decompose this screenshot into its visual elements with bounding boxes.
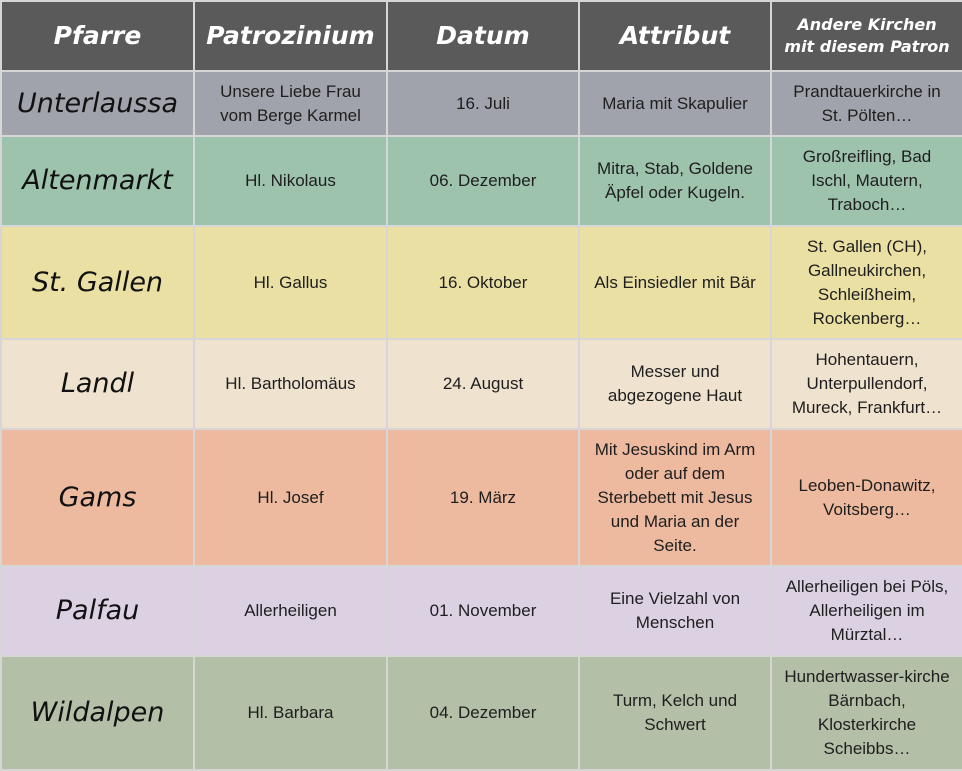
cell-pfarre: Palfau (0, 565, 195, 657)
cell-attribut: Eine Vielzahl von Menschen (578, 565, 772, 657)
cell-attribut: Mit Jesuskind im Arm oder auf dem Sterbe… (578, 428, 772, 567)
cell-attribut: Messer und abgezogene Haut (578, 338, 772, 430)
cell-datum: 01. November (386, 565, 580, 657)
cell-patrozinium: Hl. Barbara (193, 655, 388, 771)
table-row: Unterlaussa Unsere Liebe Frau vom Berge … (0, 70, 962, 137)
table-row: Altenmarkt Hl. Nikolaus 06. Dezember Mit… (0, 135, 962, 227)
cell-patrozinium: Allerheiligen (193, 565, 388, 657)
cell-attribut: Als Einsiedler mit Bär (578, 225, 772, 340)
table-row: St. Gallen Hl. Gallus 16. Oktober Als Ei… (0, 225, 962, 340)
cell-andere: Großreifling, Bad Ischl, Mautern, Traboc… (770, 135, 962, 227)
cell-patrozinium: Unsere Liebe Frau vom Berge Karmel (193, 70, 388, 137)
cell-andere: Leoben-Donawitz, Voitsberg… (770, 428, 962, 567)
cell-andere: Prandtauerkirche in St. Pölten… (770, 70, 962, 137)
cell-attribut: Turm, Kelch und Schwert (578, 655, 772, 771)
cell-pfarre: St. Gallen (0, 225, 195, 340)
cell-pfarre: Unterlaussa (0, 70, 195, 137)
header-patrozinium: Patrozinium (193, 0, 388, 72)
header-row: Pfarre Patrozinium Datum Attribut Andere… (0, 0, 962, 72)
cell-pfarre: Landl (0, 338, 195, 430)
cell-pfarre: Altenmarkt (0, 135, 195, 227)
cell-patrozinium: Hl. Gallus (193, 225, 388, 340)
cell-datum: 06. Dezember (386, 135, 580, 227)
cell-patrozinium: Hl. Nikolaus (193, 135, 388, 227)
header-attribut: Attribut (578, 0, 772, 72)
table-row: Wildalpen Hl. Barbara 04. Dezember Turm,… (0, 655, 962, 771)
cell-datum: 19. März (386, 428, 580, 567)
cell-pfarre: Wildalpen (0, 655, 195, 771)
table-row: Palfau Allerheiligen 01. November Eine V… (0, 565, 962, 657)
header-datum: Datum (386, 0, 580, 72)
cell-attribut: Mitra, Stab, Goldene Äpfel oder Kugeln. (578, 135, 772, 227)
header-andere-kirchen: Andere Kirchen mit diesem Patron (770, 0, 962, 72)
cell-pfarre: Gams (0, 428, 195, 567)
cell-datum: 04. Dezember (386, 655, 580, 771)
cell-datum: 24. August (386, 338, 580, 430)
table-row: Gams Hl. Josef 19. März Mit Jesuskind im… (0, 428, 962, 567)
table-row: Landl Hl. Bartholomäus 24. August Messer… (0, 338, 962, 430)
cell-datum: 16. Oktober (386, 225, 580, 340)
cell-datum: 16. Juli (386, 70, 580, 137)
cell-patrozinium: Hl. Bartholomäus (193, 338, 388, 430)
cell-andere: Hundertwasser-kirche Bärnbach, Klosterki… (770, 655, 962, 771)
cell-attribut: Maria mit Skapulier (578, 70, 772, 137)
cell-andere: Allerheiligen bei Pöls, Allerheiligen im… (770, 565, 962, 657)
cell-patrozinium: Hl. Josef (193, 428, 388, 567)
cell-andere: St. Gallen (CH), Gallneukirchen, Schleiß… (770, 225, 962, 340)
header-pfarre: Pfarre (0, 0, 195, 72)
cell-andere: Hohentauern, Unterpullendorf, Mureck, Fr… (770, 338, 962, 430)
